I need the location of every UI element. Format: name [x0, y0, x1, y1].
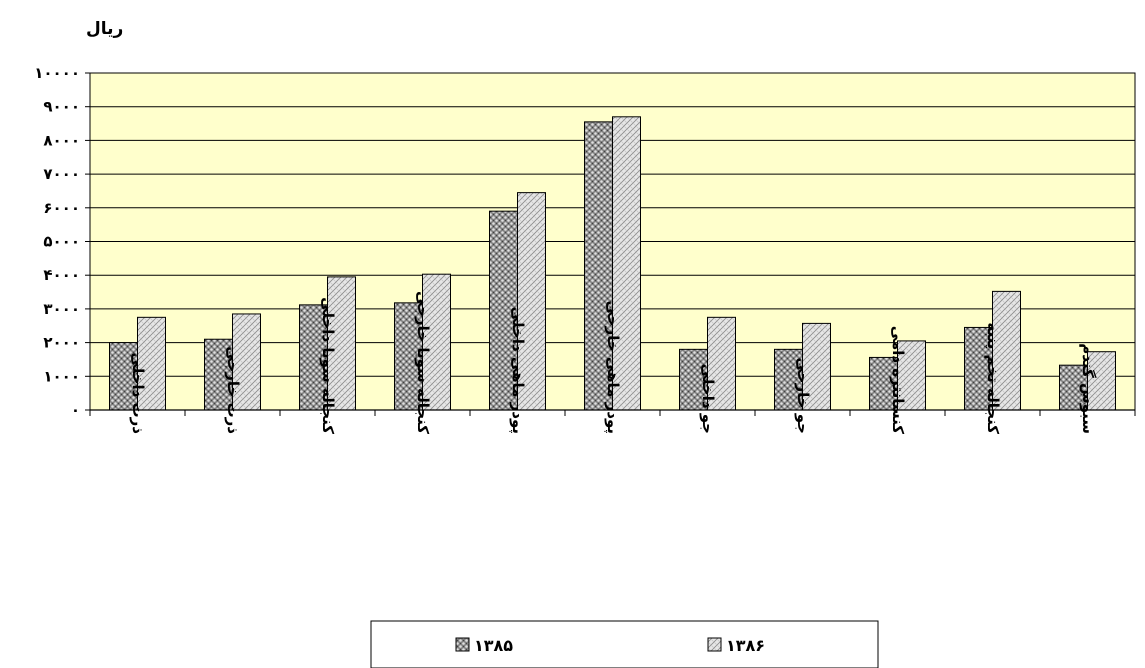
y-tick-label: ۲۰۰۰ — [43, 334, 80, 352]
gridlines — [90, 72, 1135, 377]
legend-swatch-1386 — [707, 637, 722, 652]
bar-۱۳۸۵-5 — [584, 121, 613, 411]
x-category-label: جو خارجی — [794, 357, 812, 434]
bar-۱۳۸۶-1 — [232, 313, 261, 411]
y-tick-label: ۵۰۰۰ — [43, 233, 80, 251]
bar-۱۳۸۶-6 — [707, 316, 736, 411]
bar-۱۳۸۶-9 — [992, 290, 1021, 411]
bar-۱۳۸۶-3 — [422, 273, 451, 411]
y-tick-label: ۷۰۰۰ — [43, 165, 80, 183]
x-axis: ذرت داخلی ذرت خارجی کنجاله سویا داخلی کنجال… — [89, 291, 1136, 434]
bar-۱۳۸۵-2 — [299, 304, 328, 411]
x-category-label: سبوس گندم — [1079, 343, 1097, 434]
y-axis: ۰ ۱۰۰۰ ۲۰۰۰ ۳۰۰۰ ۴۰۰۰ ۵۰۰۰ ۶۰۰۰ ۷۰۰۰ ۸۰۰۰ ۹۰۰۰ ۱۰۰… — [34, 64, 91, 419]
x-category-label: کنجاله تخم پنبه — [983, 322, 1002, 434]
x-category-label: پودر ماهی خارجی — [603, 301, 622, 434]
x-category-label: ذرت خارجی — [224, 346, 242, 434]
y-tick-label: ۶۰۰۰ — [43, 199, 80, 217]
legend-box — [370, 620, 879, 668]
x-category-label: کنجاله سویا داخلی — [319, 297, 337, 434]
y-axis-unit-label: ریال — [86, 19, 123, 39]
y-tick-label: ۸۰۰۰ — [43, 131, 80, 149]
y-tick-label: ۳۰۰۰ — [43, 300, 80, 318]
legend-swatch-1385 — [455, 637, 470, 652]
y-tick-label: ۰ — [71, 401, 80, 419]
x-category-label: کنسانتره دامی — [889, 326, 907, 434]
bar-۱۳۸۶-5 — [612, 116, 641, 411]
x-category-label: کنجاله سویا خارجی — [414, 291, 432, 434]
bar-۱۳۸۵-1 — [204, 338, 233, 411]
bar-۱۳۸۵-0 — [109, 342, 138, 411]
legend-label-1386: ۱۳۸۶ — [726, 636, 765, 655]
x-category-label: پودر ماهی داخلی — [508, 307, 527, 434]
x-category-label: ذرت داخلی — [129, 352, 147, 434]
y-tick-label: ۱۰۰۰ — [43, 367, 80, 385]
bar-۱۳۸۵-9 — [964, 326, 993, 411]
x-category-label: جو داخلی — [699, 364, 717, 434]
y-tick-label: ۹۰۰۰ — [43, 98, 80, 116]
bar-۱۳۸۵-8 — [869, 356, 898, 411]
bar-۱۳۸۵-6 — [679, 348, 708, 411]
legend-label-1385: ۱۳۸۵ — [474, 636, 513, 655]
y-tick-label: ۴۰۰۰ — [43, 266, 80, 284]
y-tick-label: ۱۰۰۰۰ — [34, 64, 80, 82]
legend: ۱۳۸۵ ۱۳۸۶ — [370, 620, 879, 668]
bar-۱۳۸۵-4 — [489, 210, 518, 411]
bar-۱۳۸۶-2 — [327, 276, 356, 411]
